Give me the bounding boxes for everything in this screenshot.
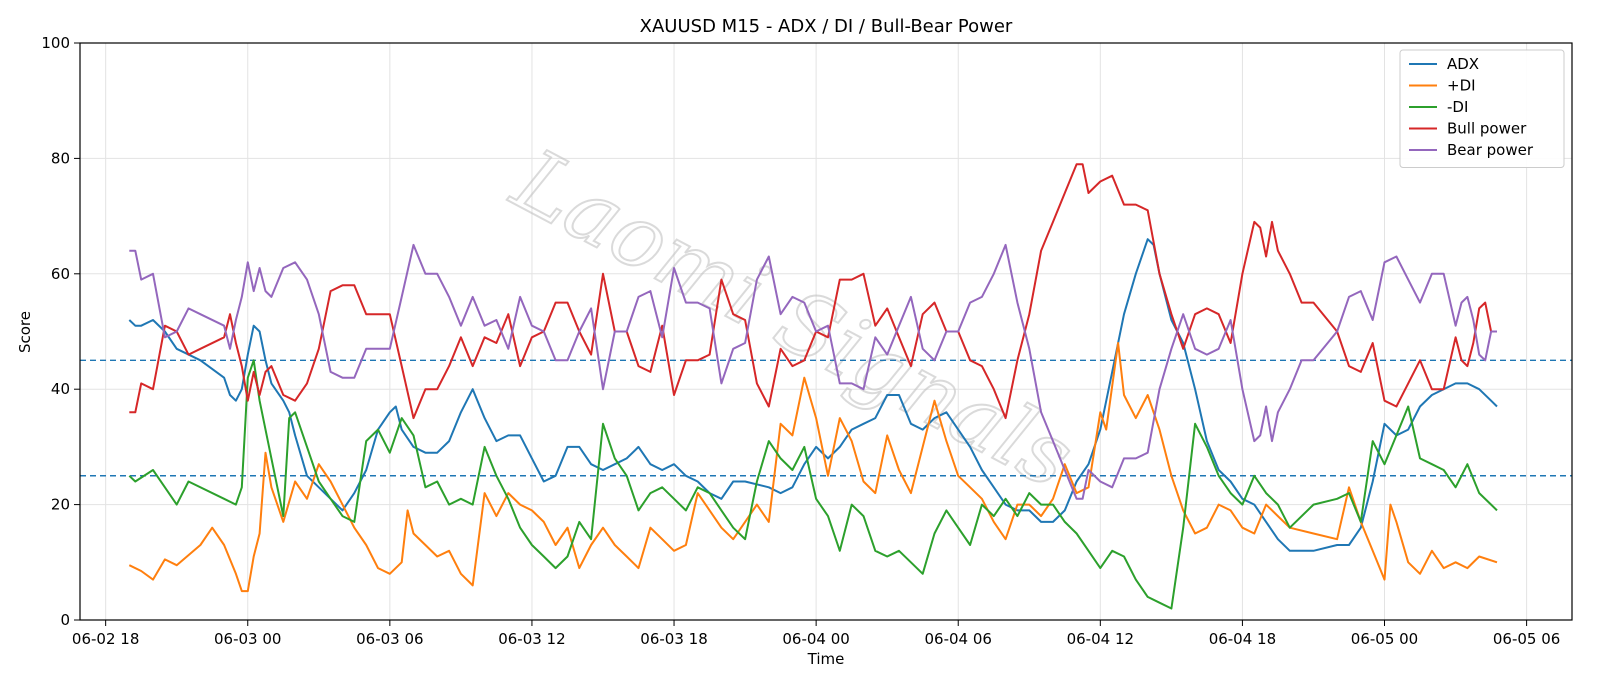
legend-label: -DI	[1447, 98, 1468, 116]
y-tick-label: 60	[51, 265, 70, 283]
legend-label: ADX	[1447, 55, 1479, 73]
x-tick-label: 06-04 12	[1067, 630, 1134, 648]
series-line-adx	[128, 238, 1498, 552]
chart-title: XAUUSD M15 - ADX / DI / Bull-Bear Power	[640, 16, 1013, 37]
legend-label: Bull power	[1447, 120, 1527, 138]
series-line-bull-power	[129, 163, 1497, 420]
y-tick-label: 0	[60, 611, 70, 629]
legend-label: +DI	[1447, 77, 1476, 95]
y-tick-label: 40	[51, 380, 70, 398]
x-tick-label: 06-04 00	[782, 630, 849, 648]
x-tick-label: 06-05 06	[1493, 630, 1560, 648]
y-tick-label: 80	[51, 149, 70, 167]
x-axis-ticks: 06-02 18 06-03 00 06-03 06 06-03 12 06-03 18…	[72, 620, 1560, 648]
reference-lines	[80, 359, 1572, 477]
legend-label: Bear power	[1447, 141, 1534, 159]
series-line-bear-power	[129, 243, 1497, 500]
x-tick-label: 06-03 18	[640, 630, 707, 648]
series-line-di	[128, 359, 1498, 610]
y-axis-ticks: 0 20 40 60 80 100	[41, 34, 80, 629]
y-tick-label: 100	[41, 34, 70, 52]
y-tick-label: 20	[51, 496, 70, 514]
x-axis-label: Time	[807, 650, 845, 668]
plot-frame	[79, 42, 1573, 621]
x-tick-label: 06-02 18	[72, 630, 139, 648]
x-tick-label: 06-03 00	[214, 630, 281, 648]
x-tick-label: 06-04 18	[1209, 630, 1276, 648]
y-axis-label: Score	[16, 311, 34, 353]
series-group	[128, 163, 1498, 610]
x-tick-label: 06-04 06	[925, 630, 992, 648]
legend: ADX +DI -DI Bull power Bear power	[1399, 49, 1565, 168]
x-tick-label: 06-03 06	[356, 630, 423, 648]
x-tick-label: 06-05 00	[1351, 630, 1418, 648]
legend-box	[1399, 49, 1565, 168]
x-tick-label: 06-03 12	[498, 630, 565, 648]
series-line-di	[128, 342, 1498, 593]
